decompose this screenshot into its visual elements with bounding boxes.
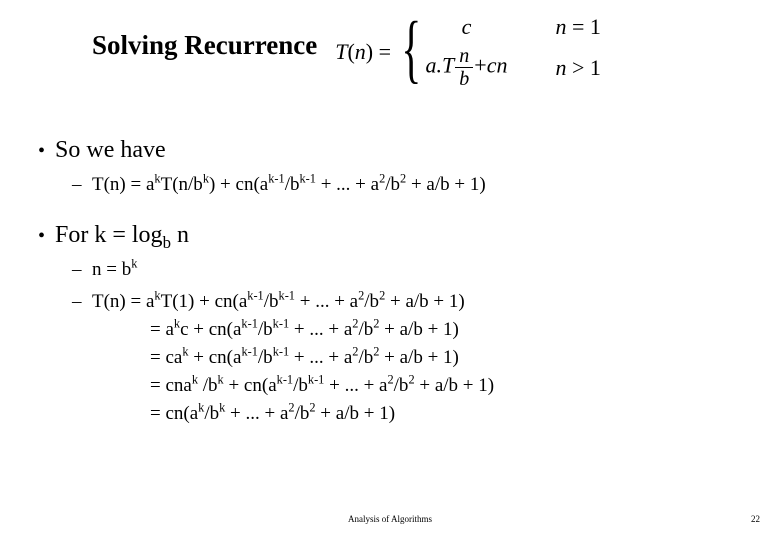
b2-line6: = cn(ak/bk + ... + a2/b2 + a/b + 1) — [150, 403, 744, 425]
dash-icon: – — [72, 174, 84, 196]
case2-expr: a.Tnb+cn — [426, 46, 508, 89]
bullet-2-sub-2: – T(n) = akT(1) + cn(ak-1/bk-1 + ... + a… — [72, 291, 744, 313]
recurrence-lhs: T(n) = — [335, 39, 391, 65]
rec-T: T — [335, 39, 347, 64]
c1-eq: = — [572, 14, 584, 39]
bullet-1-sub-1: – T(n) = akT(n/bk) + cn(ak-1/bk-1 + ... … — [72, 174, 744, 196]
b1-line1: T(n) = akT(n/bk) + cn(ak-1/bk-1 + ... + … — [92, 174, 486, 196]
c1-val: 1 — [590, 14, 601, 39]
rec-eq: = — [379, 39, 391, 64]
left-brace-icon: { — [401, 27, 421, 73]
b2-line4: = cak + cn(ak-1/bk-1 + ... + a2/b2 + a/b… — [150, 347, 744, 369]
bullet-dot-icon: • — [38, 137, 45, 161]
dash-icon: – — [72, 259, 84, 281]
dash-icon: – — [72, 291, 84, 313]
bullet-2-text: For k = logb n — [55, 222, 189, 249]
b2-line3: = akc + cn(ak-1/bk-1 + ... + a2/b2 + a/b… — [150, 319, 744, 341]
b2-logbase: b — [163, 233, 171, 252]
b2-suffix: n — [171, 222, 189, 248]
bullet-2: • For k = logb n – n = bk – T(n) = akT(1… — [38, 222, 744, 425]
case1-cond: n = 1 — [555, 14, 600, 40]
page-number: 22 — [751, 514, 760, 524]
recurrence-definition: T(n) = { c n = 1 a.Tnb+cn n > 1 — [335, 14, 601, 89]
bullet-1: • So we have – T(n) = akT(n/bk) + cn(ak-… — [38, 137, 744, 196]
c2-val: 1 — [590, 55, 601, 80]
frac-num: n — [455, 46, 473, 67]
c2-gt: > — [572, 55, 584, 80]
fraction-icon: nb — [455, 46, 473, 89]
case2-cond: n > 1 — [555, 55, 600, 81]
b2-line5: = cnak /bk + cn(ak-1/bk-1 + ... + a2/b2 … — [150, 375, 744, 397]
b2-line1: n = bk — [92, 259, 137, 281]
bullet-dot-icon: • — [38, 222, 45, 246]
b2-prefix: For k = log — [55, 222, 163, 248]
c2-cn: cn — [487, 53, 508, 78]
b2-l1-sup: k — [131, 257, 137, 271]
b2-line2: T(n) = akT(1) + cn(ak-1/bk-1 + ... + a2/… — [92, 291, 465, 313]
c2-n: n — [555, 55, 566, 80]
header-row: Solving Recurrence T(n) = { c n = 1 a.Tn… — [92, 14, 744, 89]
piecewise-cases: c n = 1 a.Tnb+cn n > 1 — [426, 14, 601, 89]
c1-n: n — [555, 14, 566, 39]
c2-aT: a.T — [426, 53, 455, 78]
frac-den: b — [455, 67, 473, 89]
bullet-2-heading: • For k = logb n — [38, 222, 744, 249]
rec-n: n — [355, 39, 366, 64]
footer-title: Analysis of Algorithms — [0, 514, 780, 524]
b2-l1-pre: n = b — [92, 259, 131, 280]
case1-expr: c — [426, 14, 508, 40]
bullet-1-heading: • So we have — [38, 137, 744, 164]
slide-title: Solving Recurrence — [92, 14, 317, 61]
bullet-2-sub-1: – n = bk — [72, 259, 744, 281]
bullet-1-text: So we have — [55, 137, 166, 164]
slide: Solving Recurrence T(n) = { c n = 1 a.Tn… — [0, 0, 780, 540]
